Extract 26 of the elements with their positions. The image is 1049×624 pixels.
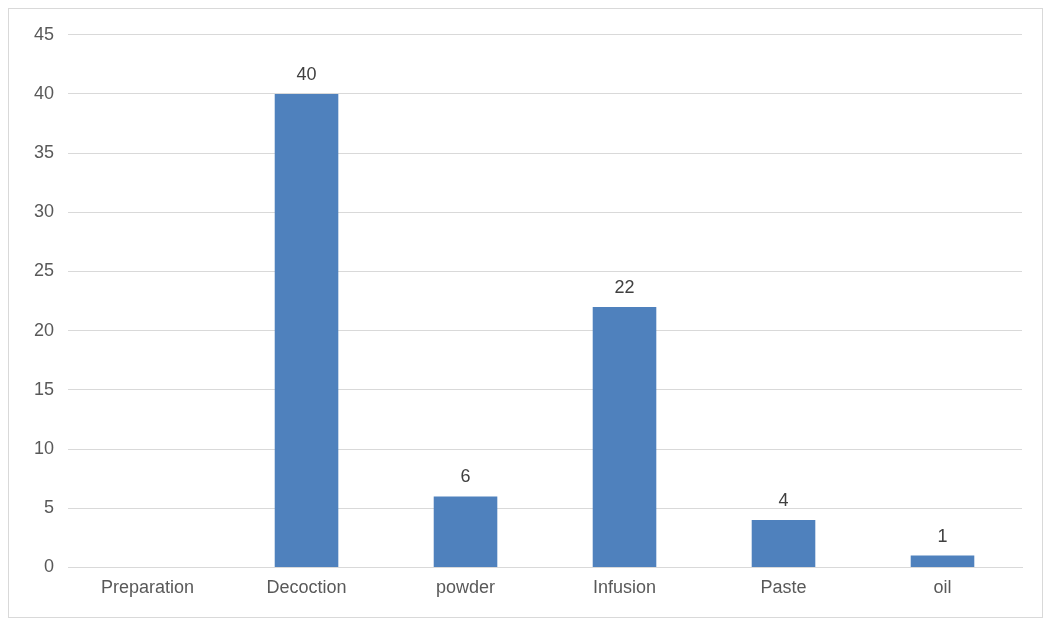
data-label: 6 xyxy=(460,466,471,487)
bar xyxy=(751,520,816,567)
bar xyxy=(592,307,657,567)
x-tick-label: Preparation xyxy=(100,577,195,598)
data-label: 40 xyxy=(296,63,317,84)
x-tick-label: oil xyxy=(933,577,952,598)
y-tick-label: 40 xyxy=(33,82,55,103)
x-tick-label: Paste xyxy=(760,577,807,598)
y-tick-label: 5 xyxy=(44,497,55,518)
y-tick-label: 45 xyxy=(33,23,55,44)
x-tick-label: powder xyxy=(435,577,496,598)
x-tick-label: Decoction xyxy=(266,577,347,598)
y-tick-label: 35 xyxy=(33,142,55,163)
y-tick-label: 10 xyxy=(33,438,55,459)
data-label: 22 xyxy=(614,276,635,297)
y-tick-label: 15 xyxy=(33,378,55,399)
y-tick-label: 30 xyxy=(33,201,55,222)
y-tick-label: 0 xyxy=(44,556,55,577)
data-label: 4 xyxy=(778,490,789,511)
y-tick-label: 20 xyxy=(33,319,55,340)
bar xyxy=(433,496,498,567)
data-label: 1 xyxy=(937,525,948,546)
x-tick-label: Infusion xyxy=(592,577,657,598)
bar xyxy=(910,555,975,567)
bar xyxy=(274,93,339,567)
y-tick-label: 25 xyxy=(33,260,55,281)
